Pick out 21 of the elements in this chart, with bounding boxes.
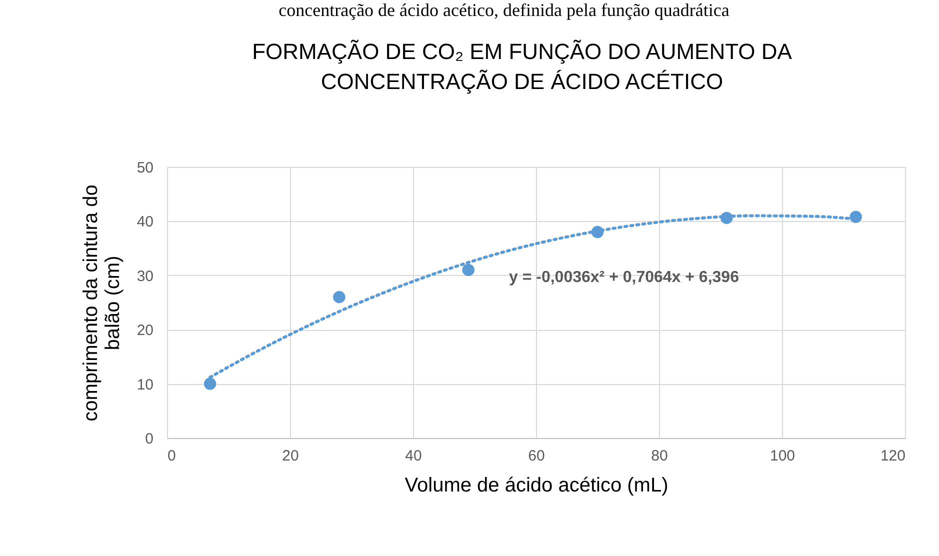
x-tick-label: 120 (880, 448, 906, 464)
x-tick-label: 40 (405, 448, 422, 464)
point (462, 264, 474, 276)
x-tick-label: 60 (528, 448, 545, 464)
y-tick-label: 10 (136, 376, 154, 394)
point (204, 378, 216, 390)
y-tick-label: 40 (136, 214, 154, 231)
y-tick-label: 30 (136, 268, 154, 285)
x-tick-label: 80 (651, 448, 668, 464)
x-tick-label: 0 (168, 448, 176, 464)
y-tick-label: 50 (136, 160, 154, 176)
text: concentração de ácido acético, definida pela função quadrática (278, 0, 730, 20)
y-tick-label: 20 (136, 322, 154, 340)
x-tick-label: 20 (282, 448, 299, 464)
chart-title: FORMAÇÃO DE CO₂ EM FUNÇÃO DO AUMENTO DA CONCENTRAÇÃO DE ÁCIDO ACÉTICO (252, 39, 792, 94)
x-axis-title: Volume de ácido acético (mL) (404, 474, 668, 496)
y-tick-label: 0 (145, 430, 154, 448)
x-tick-label: 100 (770, 448, 796, 464)
annotation: y = -0,0036x² + 0,7064x + 6,396 (509, 269, 740, 286)
y-axis-title: comprimento da cintura do balão (cm) (80, 184, 124, 422)
point (333, 290, 346, 304)
